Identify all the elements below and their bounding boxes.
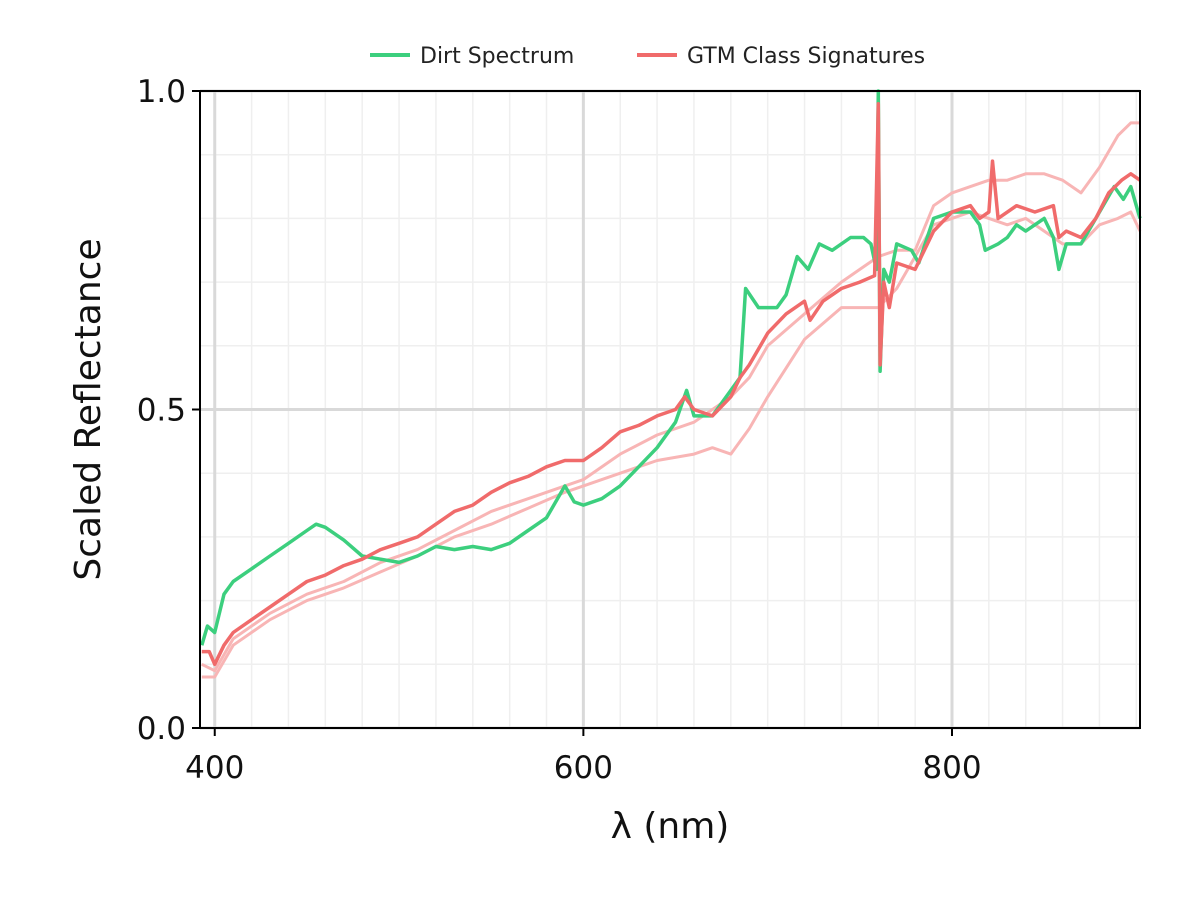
x-axis-title: λ (nm) [611, 806, 730, 847]
legend: Dirt Spectrum GTM Class Signatures [370, 44, 925, 69]
axis-ticks: 400 600 800 0.0 0.5 1.0 [137, 74, 982, 786]
grid [200, 89, 1140, 730]
x-tick-label: 600 [554, 750, 613, 786]
series-line-dirt [200, 89, 1142, 646]
series-lines [200, 89, 1142, 679]
y-tick-label: 0.0 [137, 711, 186, 747]
series-line-gtm_faint [201, 210, 1142, 679]
legend-label-dirt: Dirt Spectrum [420, 44, 574, 69]
x-tick-label: 800 [922, 750, 981, 786]
y-tick-label: 0.5 [137, 393, 186, 429]
y-axis-title: Scaled Reflectance [68, 238, 109, 580]
y-tick-label: 1.0 [137, 74, 186, 110]
legend-label-gtm: GTM Class Signatures [687, 44, 925, 69]
x-tick-label: 400 [185, 750, 244, 786]
series-line-gtm [201, 101, 1141, 667]
